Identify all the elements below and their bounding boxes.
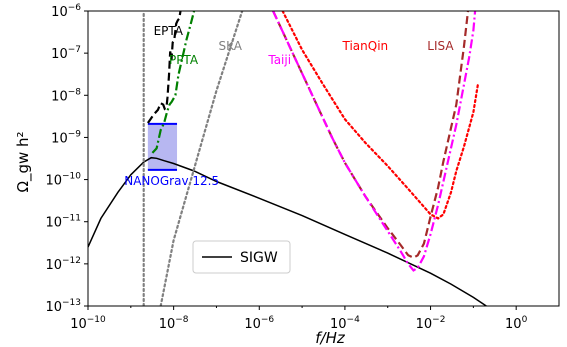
band-nanograv-12-5 bbox=[147, 123, 178, 170]
y-tick-label: 10−12 bbox=[45, 256, 81, 273]
y-tick-label: 10−11 bbox=[45, 214, 81, 231]
x-tick-label: 10−10 bbox=[70, 315, 106, 332]
label-lisa: LISA bbox=[427, 39, 454, 53]
y-axis-title: Ω_gw h² bbox=[14, 131, 33, 192]
legend-label-sigw: SIGW bbox=[240, 250, 278, 266]
series-taiji bbox=[272, 11, 477, 272]
y-tick-label: 10−8 bbox=[51, 87, 81, 104]
plot-frame bbox=[87, 10, 560, 307]
y-tick-label: 10−13 bbox=[45, 298, 81, 315]
series-ppta bbox=[151, 11, 196, 154]
x-tick-label: 10−8 bbox=[159, 315, 189, 332]
legend: SIGW bbox=[192, 240, 291, 274]
y-tick-label: 10−7 bbox=[51, 45, 81, 62]
series-ska-2 bbox=[159, 11, 244, 306]
label-tianqin: TianQin bbox=[342, 39, 389, 53]
y-tick-label: 10−6 bbox=[51, 3, 81, 20]
x-tick-label: 10−6 bbox=[244, 315, 274, 332]
x-tick-label: 10−2 bbox=[416, 315, 446, 332]
series-epta bbox=[146, 11, 182, 124]
y-tick-label: 10−10 bbox=[45, 172, 81, 189]
label-epta: EPTA bbox=[154, 24, 184, 38]
label-ska: SKA bbox=[219, 39, 243, 53]
label-nanograv-12-5: NANOGrav 12.5 bbox=[124, 174, 219, 188]
label-ppta: PPTA bbox=[169, 53, 199, 67]
x-tick-label: 10−4 bbox=[330, 315, 360, 332]
x-axis-title: f/Hz bbox=[315, 329, 346, 347]
y-tick-label: 10−9 bbox=[51, 129, 81, 146]
series-tianqin bbox=[281, 11, 480, 220]
label-taiji: Taiji bbox=[267, 53, 291, 67]
legend-box bbox=[192, 240, 291, 274]
x-tick-label: 100 bbox=[505, 315, 528, 332]
